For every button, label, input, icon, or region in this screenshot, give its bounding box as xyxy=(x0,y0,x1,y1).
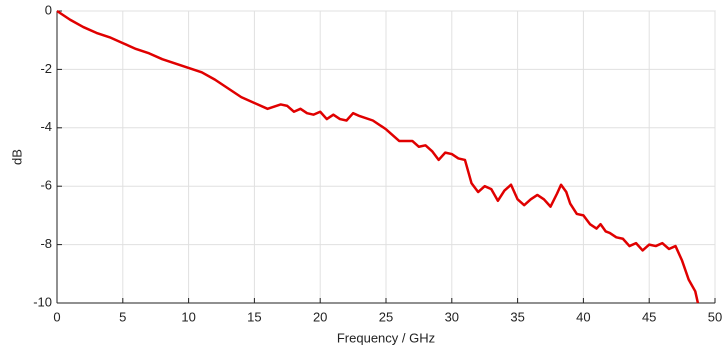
y-tick-label: 0 xyxy=(45,2,52,17)
x-tick-label: 15 xyxy=(247,309,261,324)
x-tick-label: 30 xyxy=(445,309,459,324)
x-tick-label: 5 xyxy=(119,309,126,324)
x-tick-label: 0 xyxy=(53,309,60,324)
x-tick-label: 20 xyxy=(313,309,327,324)
y-tick-label: -2 xyxy=(40,61,52,76)
y-tick-label: -4 xyxy=(40,119,52,134)
y-tick-label: -10 xyxy=(33,294,52,309)
x-tick-label: 45 xyxy=(642,309,656,324)
x-tick-label: 50 xyxy=(708,309,722,324)
y-tick-label: -6 xyxy=(40,178,52,193)
x-tick-label: 10 xyxy=(181,309,195,324)
x-tick-label: 25 xyxy=(379,309,393,324)
data-line xyxy=(56,9,700,304)
x-tick-label: 40 xyxy=(576,309,590,324)
x-tick-label: 35 xyxy=(510,309,524,324)
x-axis-label: Frequency / GHz xyxy=(337,330,435,345)
y-axis-label: dB xyxy=(9,149,24,165)
y-tick-label: -8 xyxy=(40,236,52,251)
